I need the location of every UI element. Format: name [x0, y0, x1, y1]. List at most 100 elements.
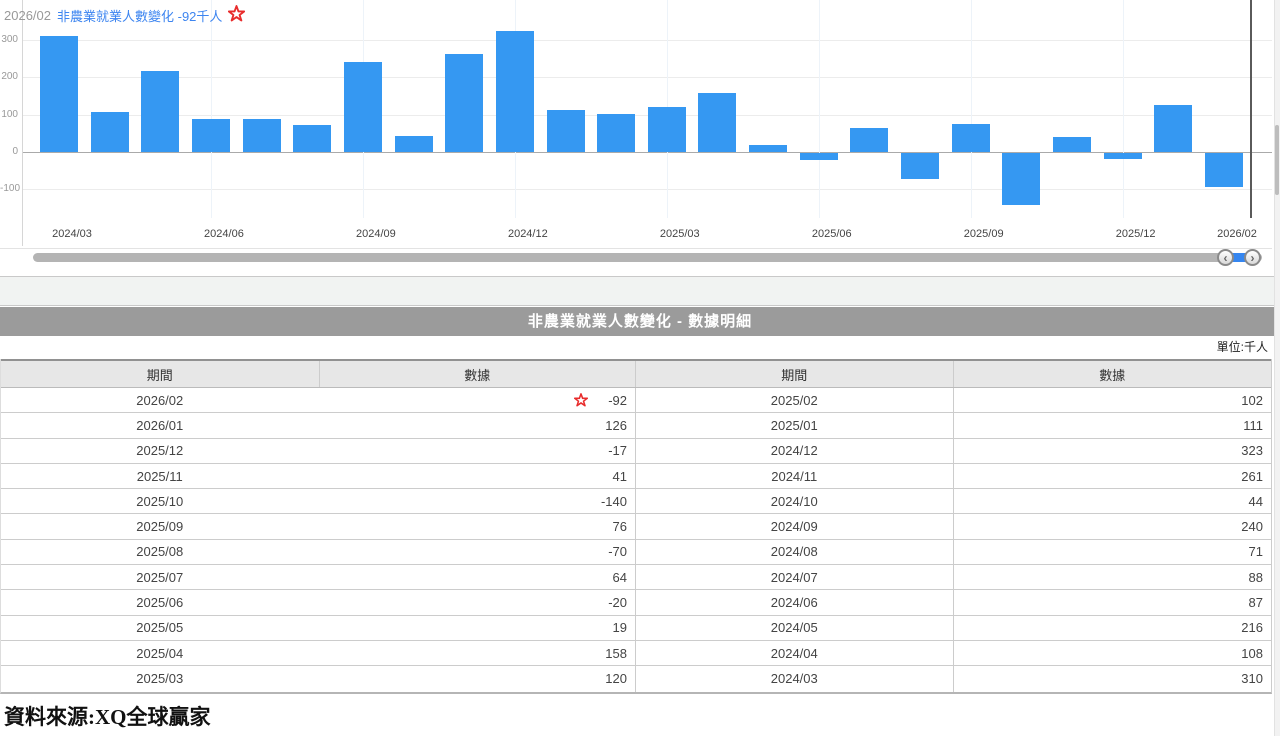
chart-bar-2025/12[interactable]	[1103, 153, 1142, 160]
chart-bar-2025/09[interactable]	[951, 123, 990, 152]
table-row: 2025/04 158 2024/04 108	[1, 640, 1271, 667]
table-row: 2025/09 76 2024/09 240	[1, 514, 1272, 540]
period-cell: 2024/06	[635, 590, 953, 615]
chart-title-label: 非農業就業人數變化 -92千人	[57, 8, 223, 24]
table-row: 2026/02 -92 2025/02 102	[1, 388, 1272, 414]
chart-bar-2025/03[interactable]	[647, 107, 686, 152]
period-cell: 2024/09	[635, 514, 953, 539]
period-cell: 2025/09	[136, 519, 184, 535]
value-cell: 111	[952, 413, 1272, 438]
h-gridline	[22, 152, 1272, 153]
chart-right-border	[1250, 0, 1252, 218]
value-cell: 216	[952, 615, 1272, 640]
chart-bar-2024/04[interactable]	[90, 111, 129, 152]
period-cell: 2024/10	[635, 489, 953, 514]
chart-bar-2024/11[interactable]	[445, 54, 484, 152]
chart-bar-2024/09[interactable]	[343, 62, 382, 152]
chart-bar-2024/03[interactable]	[40, 36, 78, 152]
page-scrollbar-thumb[interactable]	[1275, 125, 1279, 195]
period-cell: 2026/02	[136, 392, 184, 408]
period-cell: 2025/02	[635, 388, 953, 413]
chart-bar-2025/10[interactable]	[1002, 153, 1041, 206]
chart-bar-2024/06[interactable]	[191, 119, 230, 152]
h-gridline	[22, 39, 1272, 41]
value-cell: 120	[319, 666, 636, 691]
chart-bar-2024/12[interactable]	[495, 31, 534, 152]
chart-bar-2025/11[interactable]	[1053, 136, 1091, 152]
chart-bar-2024/05[interactable]	[141, 71, 180, 152]
x-axis-tick: 2025/09	[963, 228, 1004, 240]
chart-title-period: 2026/02	[4, 7, 51, 23]
value-cell: 88	[952, 565, 1272, 590]
period-cell: 2025/04	[136, 645, 184, 661]
value-cell: -17	[319, 439, 636, 463]
favorite-star-icon[interactable]	[228, 5, 246, 25]
scroll-right-button[interactable]: ›	[1244, 249, 1261, 266]
value-cell: -70	[319, 540, 636, 564]
v-gridline	[1122, 0, 1124, 218]
h-gridline	[22, 189, 1272, 191]
value-cell: 71	[952, 539, 1272, 565]
table-row: 2025/08 -70 2024/08 71	[1, 539, 1272, 566]
y-axis-tick: 300	[1, 33, 18, 45]
chart-bar-2025/04[interactable]	[698, 92, 737, 152]
bar-chart: 300 200 100 0 -100 2024/03 2024/06 2024/09 2024…	[0, 0, 1280, 270]
value-cell: 158	[319, 641, 636, 665]
chart-bar-2025/06[interactable]	[799, 153, 838, 161]
data-table: 期間 數據 期間 數據 2026/02 -92 2025/02 102 2026/01 1…	[0, 359, 1272, 694]
x-axis-tick: 2024/12	[507, 228, 548, 240]
value-text: 158	[605, 645, 627, 661]
chart-bar-2025/02[interactable]	[597, 113, 636, 152]
x-axis-tick: 2024/09	[356, 228, 396, 240]
y-axis-tick: 200	[1, 71, 18, 83]
value-text: -92	[608, 392, 627, 408]
value-cell: -92	[319, 388, 636, 412]
chart-bar-2024/10[interactable]	[394, 135, 433, 152]
value-text: 126	[605, 417, 627, 433]
chart-bar-2026/01[interactable]	[1154, 104, 1193, 152]
period-cell: 2025/05	[136, 620, 184, 636]
period-cell: 2024/07	[635, 565, 953, 590]
chart-bar-2025/08[interactable]	[901, 153, 940, 180]
period-cell: 2024/04	[635, 640, 953, 666]
value-cell: 41	[319, 464, 636, 488]
value-text: 41	[612, 468, 627, 484]
chart-hscrollbar-thumb[interactable]	[1228, 253, 1249, 262]
period-cell: 2024/03	[635, 666, 953, 692]
table-row: 2025/06 -20 2024/06 87	[1, 590, 1271, 616]
period-cell: 2024/12	[635, 438, 953, 463]
period-cell: 2025/07	[136, 569, 184, 585]
value-cell: 19	[319, 616, 636, 640]
period-cell: 2024/11	[635, 463, 953, 489]
period-cell: 2025/10	[136, 493, 184, 509]
col-header-value-2: 數據	[952, 361, 1272, 387]
h-gridline	[22, 114, 1272, 116]
period-cell: 2025/01	[635, 413, 953, 438]
chart-bar-2024/07[interactable]	[242, 119, 281, 152]
scroll-left-button[interactable]: ‹	[1217, 249, 1234, 266]
chart-bar-2025/05[interactable]	[749, 144, 788, 152]
table-title-band: 非農業就業人數變化 - 數據明細	[0, 307, 1280, 336]
chevron-left-icon: ‹	[1223, 250, 1228, 265]
table-row: 2025/12 -17 2024/12 323	[1, 438, 1272, 464]
value-cell: -140	[319, 489, 636, 513]
value-cell: 323	[952, 438, 1272, 463]
value-cell: 261	[952, 463, 1272, 489]
chart-bar-2024/08[interactable]	[293, 125, 332, 152]
chart-bar-2025/07[interactable]	[850, 128, 889, 152]
period-cell: 2025/11	[136, 468, 183, 484]
favorite-star-icon[interactable]	[574, 393, 589, 407]
unit-label: 單位:千人	[1216, 340, 1268, 354]
value-cell: 102	[952, 388, 1272, 413]
chart-bar-2025/01[interactable]	[546, 110, 585, 152]
page-scrollbar-track[interactable]	[1274, 0, 1280, 736]
chart-hscrollbar-track[interactable]	[33, 253, 1262, 262]
chart-bar-2026/02[interactable]	[1204, 153, 1243, 188]
v-gridline	[970, 0, 972, 218]
value-cell: 240	[952, 514, 1272, 539]
data-source-label: 資料來源:XQ全球贏家	[4, 705, 211, 729]
value-cell: 126	[319, 413, 636, 437]
x-axis-tick: 2025/03	[659, 228, 700, 240]
table-row: 2025/10 -140 2024/10 44	[1, 489, 1271, 515]
